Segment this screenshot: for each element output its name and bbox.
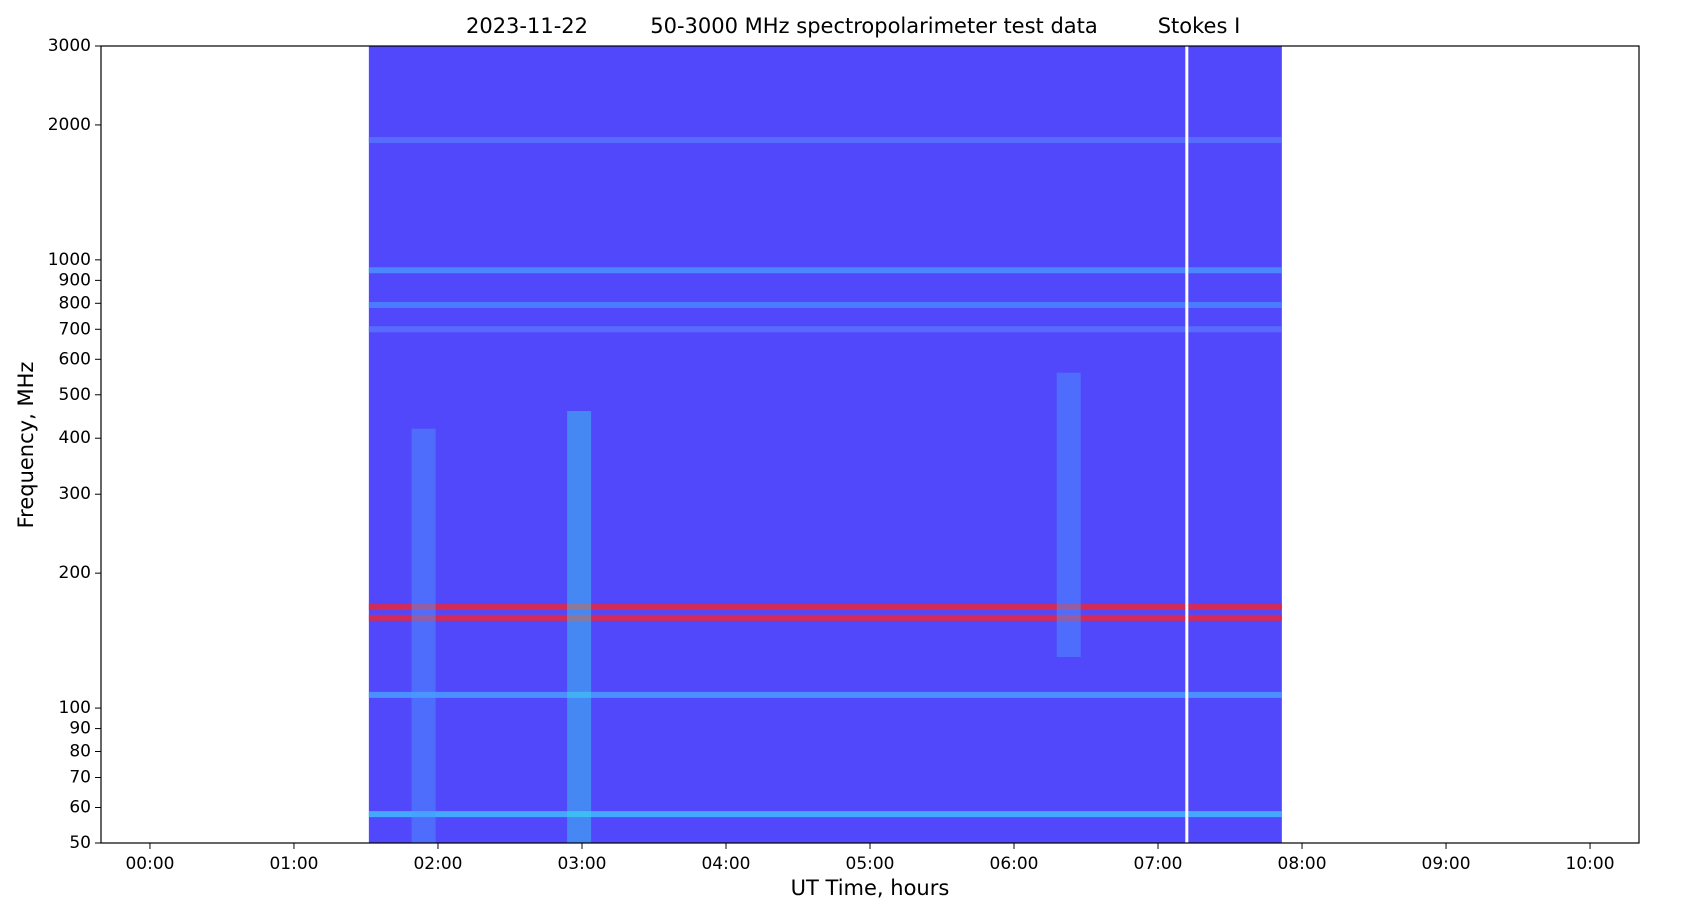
- x-tick-label: 10:00: [1566, 854, 1615, 874]
- band: [368, 326, 1282, 333]
- x-tick-label: 02:00: [413, 854, 462, 874]
- burst: [1056, 372, 1081, 658]
- y-tick-label: 300: [59, 484, 91, 504]
- burst: [567, 411, 592, 843]
- band: [368, 811, 1282, 818]
- y-tick-label: 800: [59, 293, 91, 313]
- band: [368, 691, 1282, 698]
- y-tick-label: 100: [59, 698, 91, 718]
- x-tick-label: 04:00: [701, 854, 750, 874]
- x-tick-label: 09:00: [1422, 854, 1471, 874]
- y-tick-label: 600: [59, 349, 91, 369]
- band: [368, 614, 1282, 621]
- x-tick-label: 03:00: [557, 854, 606, 874]
- band: [368, 137, 1282, 144]
- y-tick-label: 1000: [48, 250, 91, 270]
- spectrogram-data: [368, 46, 1282, 843]
- x-axis-label: UT Time, hours: [791, 876, 950, 900]
- y-tick-label: 700: [59, 319, 91, 339]
- x-tick-label: 00:00: [125, 854, 174, 874]
- chart-title: 2023-11-22: [466, 14, 588, 38]
- band: [368, 302, 1282, 309]
- y-tick-label: 60: [69, 798, 91, 818]
- y-tick-label: 2000: [48, 115, 91, 135]
- x-tick-label: 07:00: [1134, 854, 1183, 874]
- x-tick-label: 08:00: [1278, 854, 1327, 874]
- y-tick-label: 400: [59, 428, 91, 448]
- y-tick-label: 200: [59, 563, 91, 583]
- x-tick-label: 05:00: [846, 854, 895, 874]
- x-tick-label: 06:00: [990, 854, 1039, 874]
- x-tick-label: 01:00: [269, 854, 318, 874]
- band: [368, 267, 1282, 274]
- annotation: Stokes I: [1158, 14, 1241, 38]
- y-tick-label: 70: [69, 768, 91, 788]
- y-tick-label: 50: [69, 833, 91, 853]
- y-tick-label: 3000: [48, 36, 91, 56]
- band: [368, 604, 1282, 611]
- y-tick-label: 900: [59, 270, 91, 290]
- y-tick-label: 90: [69, 719, 91, 739]
- y-tick-label: 80: [69, 742, 91, 762]
- y-axis-label: Frequency, MHz: [14, 362, 38, 529]
- burst: [411, 428, 436, 843]
- y-tick-label: 500: [59, 385, 91, 405]
- chart-subtitle: 50-3000 MHz spectropolarimeter test data: [650, 14, 1098, 38]
